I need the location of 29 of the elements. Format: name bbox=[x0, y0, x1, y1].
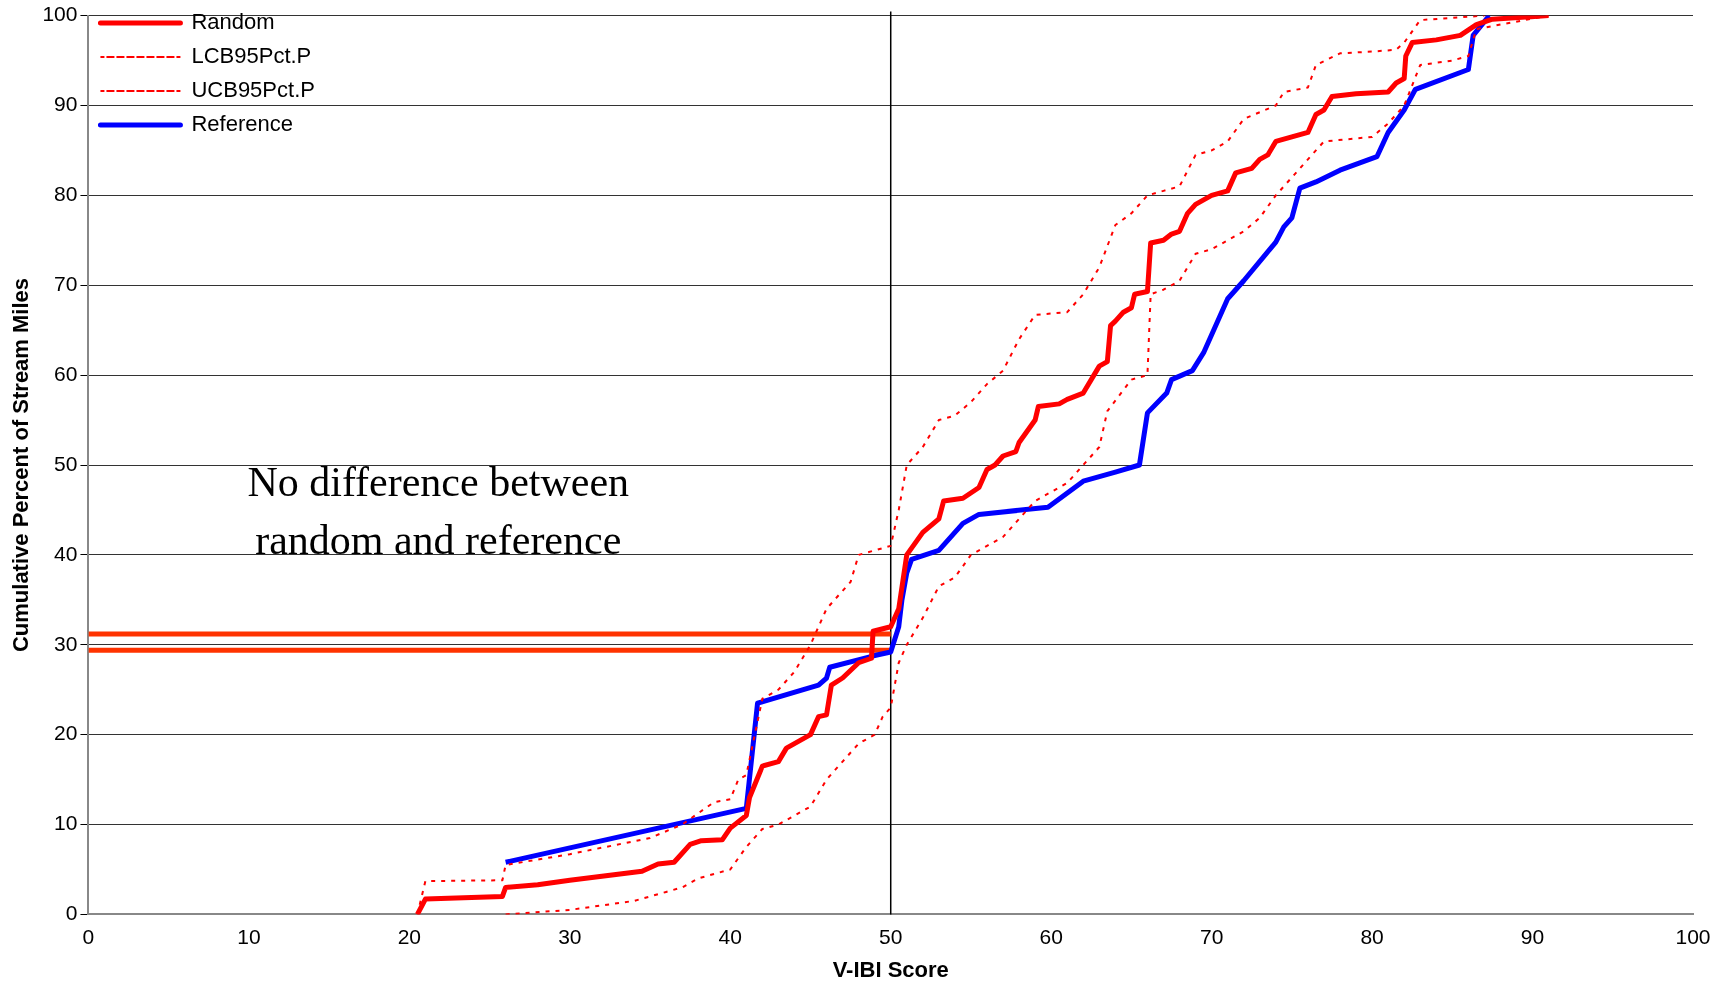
legend-label: Random bbox=[191, 9, 275, 35]
y-tick-label: 50 bbox=[54, 451, 78, 475]
x-tick-label: 30 bbox=[558, 924, 582, 948]
x-tick-label: 50 bbox=[879, 924, 903, 948]
legend-label: UCB95Pct.P bbox=[191, 77, 315, 103]
legend-label: Reference bbox=[191, 111, 293, 137]
annotation: No difference between random and reference bbox=[247, 459, 630, 564]
x-tick-label: 60 bbox=[1039, 924, 1063, 948]
y-tick-label: 70 bbox=[54, 272, 78, 296]
x-tick-label: 90 bbox=[1520, 924, 1545, 948]
x-tick-label: 0 bbox=[82, 924, 95, 948]
y-tick-label: 20 bbox=[54, 721, 78, 745]
legend-label: LCB95Pct.P bbox=[191, 43, 312, 69]
x-axis-title: V-IBI Score bbox=[832, 956, 949, 982]
y-axis-title: Cumulative Percent of Stream Miles bbox=[8, 277, 34, 653]
y-tick-label: 40 bbox=[54, 541, 78, 565]
x-tick-label: 20 bbox=[397, 924, 422, 948]
y-tick-label: 90 bbox=[54, 92, 78, 116]
x-tick-label: 70 bbox=[1199, 924, 1224, 948]
y-tick-label: 30 bbox=[54, 631, 78, 655]
x-tick-label: 80 bbox=[1360, 924, 1384, 948]
y-tick-label: 100 bbox=[42, 2, 78, 26]
y-tick-label: 80 bbox=[54, 182, 78, 206]
x-tick-label: 40 bbox=[718, 924, 742, 948]
y-tick-label: 10 bbox=[54, 811, 78, 835]
y-tick-label: 0 bbox=[65, 901, 78, 925]
y-tick-label: 60 bbox=[54, 361, 78, 385]
x-tick-label: 10 bbox=[237, 924, 261, 948]
x-tick-label: 100 bbox=[1675, 924, 1711, 948]
